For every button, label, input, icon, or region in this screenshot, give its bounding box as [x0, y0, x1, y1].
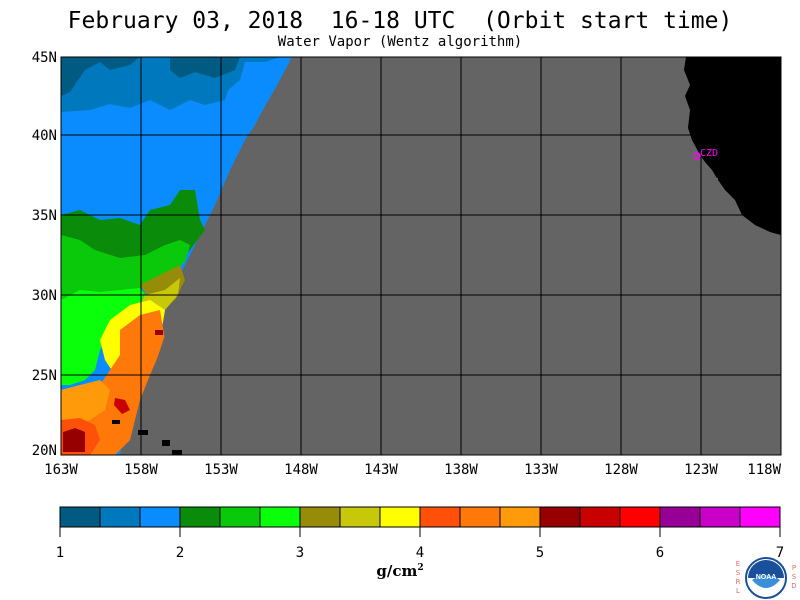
bay-patch	[710, 178, 718, 182]
swath-navy-2	[170, 57, 240, 78]
lon-label: 128W	[604, 462, 638, 478]
lat-label: 25N	[32, 368, 57, 384]
lat-label: 40N	[32, 128, 57, 144]
station-label: CZD	[700, 148, 718, 159]
colorbar-tick-label: 6	[656, 545, 664, 561]
lon-label: 138W	[444, 462, 478, 478]
map-frame	[60, 56, 782, 456]
lon-label: 118W	[747, 462, 781, 478]
lat-label: 35N	[32, 208, 57, 224]
noaa-emblem-icon: NOAA	[745, 557, 787, 599]
colorbar-swatch	[340, 507, 381, 527]
logo-letter: D	[791, 582, 797, 590]
colorbar-swatch	[500, 507, 541, 527]
swath-edge	[130, 57, 300, 455]
station-marker-icon	[693, 152, 701, 160]
swath-patch	[155, 330, 163, 335]
california-land	[684, 57, 781, 235]
colorbar-swatch	[700, 507, 741, 527]
colorbar-swatch	[740, 507, 781, 527]
colorbar-swatch	[140, 507, 181, 527]
colorbar-tick-label: 3	[296, 545, 304, 561]
lat-label: 20N	[32, 443, 57, 459]
units-exponent: 2	[417, 563, 424, 573]
noaa-logo: E S R L NOAA P S D	[730, 556, 798, 600]
colorbar-swatch	[300, 507, 341, 527]
swath-light-orange	[61, 380, 110, 425]
logo-letter: S	[791, 573, 797, 581]
logo-letter: E	[735, 560, 741, 568]
colorbar-swatch	[100, 507, 141, 527]
page-subtitle: Water Vapor (Wentz algorithm)	[277, 34, 523, 50]
swath-navy	[61, 57, 140, 96]
colorbar-swatch	[420, 507, 461, 527]
colorbar-swatch	[460, 507, 501, 527]
logo-letter: P	[791, 564, 797, 572]
lon-label: 163W	[44, 462, 78, 478]
colorbar-swatch	[620, 507, 661, 527]
colorbar-tick-label: 7	[776, 545, 784, 561]
units-base: g/cm	[376, 562, 418, 580]
colorbar-units: g/cm2	[330, 562, 470, 580]
colorbar-tick-label: 5	[536, 545, 544, 561]
lon-label: 123W	[684, 462, 718, 478]
lon-label: 133W	[524, 462, 558, 478]
swath-dark-red	[63, 428, 85, 452]
colorbar-tick-label: 2	[176, 545, 184, 561]
lon-label: 158W	[124, 462, 158, 478]
colorbar-swatch	[660, 507, 701, 527]
psd-letters: P S D	[790, 564, 798, 591]
logo-text: NOAA	[756, 574, 777, 581]
logo-letter: L	[736, 587, 740, 595]
page-title: February 03, 2018 16-18 UTC (Orbit start…	[67, 8, 733, 34]
lon-label: 143W	[364, 462, 398, 478]
colorbar-swatch	[220, 507, 261, 527]
logo-letter: R	[735, 578, 741, 586]
hawaii-islands	[112, 420, 182, 455]
colorbar-swatches	[60, 507, 781, 527]
colorbar-swatch	[260, 507, 301, 527]
colorbar-swatch	[580, 507, 621, 527]
swath-red	[114, 398, 130, 414]
colorbar-swatch	[180, 507, 221, 527]
colorbar-swatch	[60, 507, 101, 527]
lon-label: 153W	[204, 462, 238, 478]
colorbar-ticks	[59, 507, 781, 527]
lon-label: 148W	[284, 462, 318, 478]
esrl-letters: E S R L	[734, 560, 742, 596]
colorbar-labels: 1 2 3 4 5 6 7	[56, 527, 784, 561]
lat-label: 30N	[32, 288, 57, 304]
water-vapor-map: CZD 45N 40N 35N 30N 25N 20N 163W 158W 15…	[32, 50, 782, 478]
colorbar-tick-label: 4	[416, 545, 424, 561]
graticule	[61, 57, 781, 455]
colorbar: 1 2 3 4 5 6 7	[56, 506, 784, 561]
colorbar-swatch	[380, 507, 421, 527]
logo-letter: S	[735, 569, 741, 577]
colorbar-tick-label: 1	[56, 545, 64, 561]
lat-label: 45N	[32, 50, 57, 66]
colorbar-swatch	[540, 507, 581, 527]
